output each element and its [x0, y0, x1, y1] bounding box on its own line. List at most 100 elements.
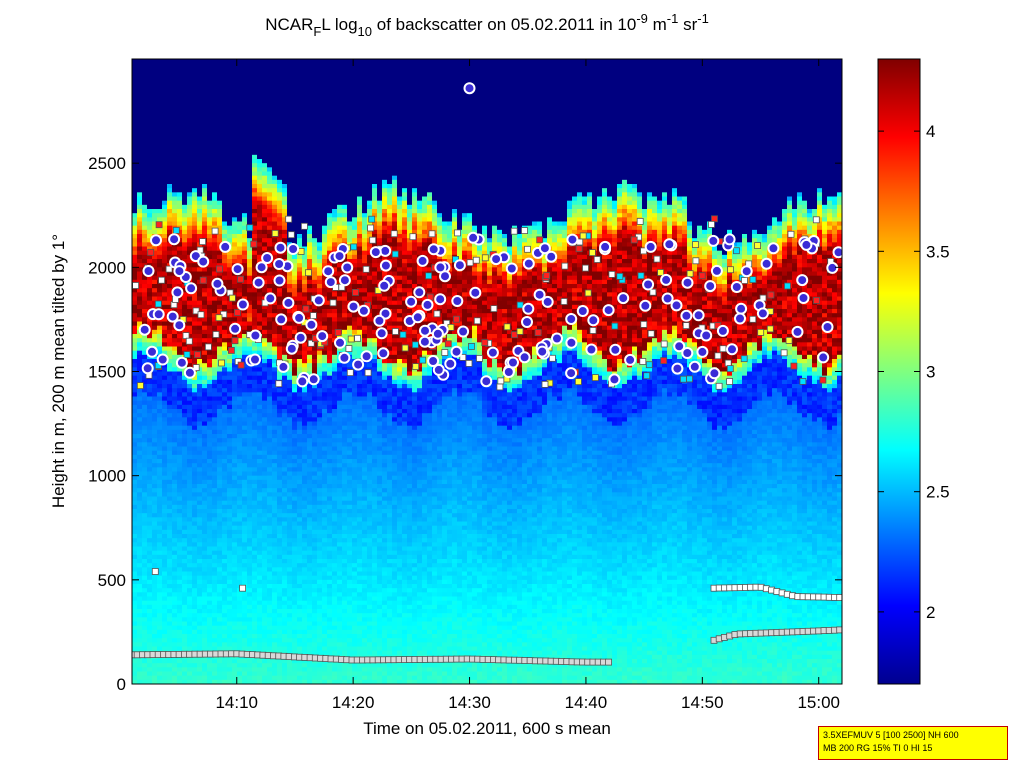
- heatmap-cell: [242, 288, 248, 293]
- heatmap-cell: [282, 84, 288, 89]
- heatmap-cell: [247, 550, 253, 556]
- heatmap-cell: [257, 438, 263, 443]
- heatmap-cell: [272, 463, 278, 468]
- heatmap-cell: [137, 242, 143, 248]
- heatmap-cell: [182, 629, 188, 635]
- heatmap-cell: [182, 625, 188, 631]
- heatmap-cell: [262, 84, 268, 89]
- heatmap-cell: [162, 96, 168, 102]
- heatmap-cell: [222, 296, 228, 302]
- heatmap-cell: [292, 513, 298, 518]
- heatmap-cell: [227, 575, 233, 581]
- heatmap-cell: [197, 646, 203, 652]
- heatmap-cell: [177, 396, 183, 402]
- heatmap-cell: [212, 246, 218, 252]
- heatmap-cell: [142, 167, 148, 173]
- heatmap-cell: [242, 396, 248, 402]
- heatmap-cell: [242, 384, 248, 389]
- heatmap-cell: [287, 421, 293, 427]
- heatmap-cell: [137, 613, 143, 618]
- heatmap-cell: [177, 246, 183, 252]
- heatmap-cell: [282, 584, 288, 589]
- heatmap-cell: [147, 321, 153, 327]
- heatmap-cell: [242, 309, 248, 314]
- heatmap-cell: [252, 579, 258, 585]
- heatmap-cell: [147, 629, 153, 635]
- heatmap-cell: [187, 500, 193, 506]
- heatmap-cell: [202, 113, 208, 118]
- heatmap-cell: [217, 659, 223, 664]
- heatmap-cell: [247, 542, 253, 548]
- heatmap-cell: [267, 84, 273, 89]
- heatmap-cell: [182, 459, 188, 464]
- heatmap-cell: [277, 609, 283, 614]
- heatmap-cell: [262, 459, 268, 464]
- heatmap-cell: [242, 663, 248, 668]
- heatmap-cell: [152, 79, 158, 85]
- heatmap-cell: [237, 184, 243, 189]
- heatmap-cell: [242, 371, 248, 377]
- heatmap-cell: [212, 529, 218, 535]
- heatmap-cell: [242, 334, 248, 339]
- heatmap-cell: [137, 171, 143, 177]
- heatmap-cell: [202, 384, 208, 389]
- heatmap-cell: [162, 179, 168, 185]
- heatmap-cell: [157, 113, 163, 118]
- heatmap-cell: [152, 100, 158, 106]
- heatmap-cell: [142, 634, 148, 639]
- heatmap-cell: [147, 184, 153, 189]
- heatmap-cell: [202, 454, 208, 460]
- heatmap-cell: [212, 63, 218, 68]
- heatmap-cell: [197, 621, 203, 627]
- heatmap-cell: [152, 404, 158, 410]
- heatmap-cell: [267, 634, 273, 639]
- heatmap-cell: [257, 575, 263, 581]
- heatmap-cell: [147, 104, 153, 110]
- heatmap-cell: [227, 396, 233, 402]
- heatmap-cell: [212, 263, 218, 268]
- heatmap-cell: [202, 646, 208, 652]
- heatmap-cell: [197, 567, 203, 573]
- heatmap-cell: [212, 417, 218, 423]
- heatmap-cell: [242, 479, 248, 485]
- heatmap-cell: [212, 621, 218, 627]
- heatmap-cell: [282, 146, 288, 152]
- heatmap-cell: [262, 342, 268, 348]
- heatmap-cell: [192, 167, 198, 173]
- heatmap-cell: [147, 600, 153, 606]
- heatmap-cell: [137, 138, 143, 143]
- heatmap-cell: [272, 667, 278, 673]
- heatmap-cell: [162, 367, 168, 373]
- heatmap-cell: [262, 517, 268, 523]
- heatmap-cell: [192, 334, 198, 339]
- heatmap-cell: [192, 479, 198, 485]
- heatmap-cell: [287, 450, 293, 456]
- heatmap-cell: [252, 600, 258, 606]
- heatmap-cell: [297, 109, 303, 114]
- heatmap-cell: [237, 259, 243, 264]
- heatmap-cell: [187, 504, 193, 510]
- heatmap-cell: [217, 121, 223, 127]
- heatmap-cell: [162, 621, 168, 627]
- heatmap-cell: [152, 529, 158, 535]
- heatmap-cell: [227, 529, 233, 535]
- heatmap-cell: [202, 375, 208, 381]
- heatmap-cell: [212, 563, 218, 568]
- heatmap-cell: [282, 529, 288, 535]
- heatmap-cell: [252, 129, 258, 135]
- heatmap-cell: [152, 267, 158, 273]
- heatmap-cell: [252, 88, 258, 93]
- heatmap-cell: [192, 192, 198, 198]
- heatmap-cell: [207, 488, 213, 493]
- heatmap-cell: [242, 138, 248, 143]
- heatmap-cell: [212, 609, 218, 614]
- heatmap-cell: [182, 71, 188, 77]
- heatmap-cell: [212, 521, 218, 527]
- heatmap-cell: [152, 504, 158, 510]
- heatmap-cell: [232, 671, 238, 677]
- heatmap-cell: [177, 59, 183, 64]
- heatmap-cell: [147, 509, 153, 514]
- heatmap-cell: [177, 79, 183, 85]
- heatmap-cell: [132, 588, 138, 593]
- heatmap-cell: [137, 542, 143, 548]
